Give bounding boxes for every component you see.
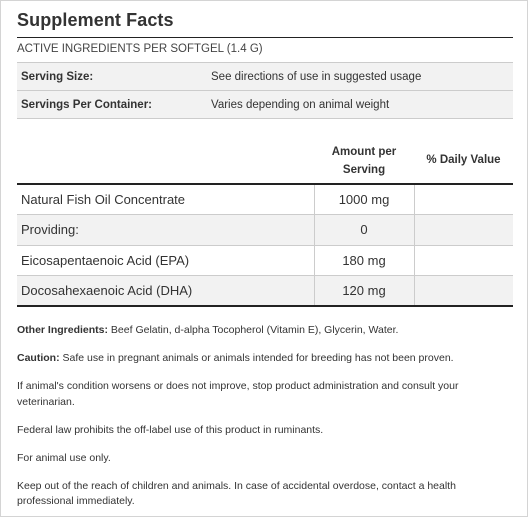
amount-per-serving-header: Amount per Serving [331,146,397,176]
table-row: Providing: 0 [17,214,513,245]
table-row: Natural Fish Oil Concentrate 1000 mg [17,184,513,215]
ingredient-daily-value [413,275,513,306]
ingredient-name: Natural Fish Oil Concentrate [21,192,186,207]
daily-value-header: % Daily Value [426,154,501,166]
ingredients-table: Natural Fish Oil Concentrate 1000 mg Pro… [17,183,513,307]
serving-info-table: Serving Size: See directions of use in s… [17,62,513,119]
other-ingredients-label: Other Ingredients: [17,324,109,336]
serving-size-value: See directions of use in suggested usage [207,62,513,91]
active-ingredients-subheading: ACTIVE INGREDIENTS PER SOFTGEL (1.4 G) [17,43,263,55]
other-ingredients-text: Beef Gelatin, d-alpha Tocopherol (Vitami… [108,324,399,336]
label-notes: Other Ingredients: Beef Gelatin, d-alpha… [17,323,513,518]
other-ingredients-note: Other Ingredients: Beef Gelatin, d-alpha… [17,323,513,339]
ingredient-amount: 1000 mg [313,184,414,215]
table-row: Eicosapentaenoic Acid (EPA) 180 mg [17,244,513,276]
ingredient-daily-value [413,244,513,276]
caution-text: Safe use in pregnant animals or animals … [59,352,454,364]
condition-warning-note: If animal's condition worsens or does no… [17,380,459,408]
ingredient-amount: 180 mg [313,244,414,276]
servings-per-container-value: Varies depending on animal weight [207,90,513,119]
federal-law-note: Federal law prohibits the off-label use … [17,423,324,436]
serving-size-label: Serving Size: [17,62,207,91]
ingredient-daily-value [413,184,513,215]
table-row: Docosahexaenoic Acid (DHA) 120 mg [17,275,513,306]
servings-per-container-row: Servings Per Container: Varies depending… [17,90,513,119]
title-divider [17,37,513,38]
ingredient-name: Eicosapentaenoic Acid (EPA) [17,244,314,276]
serving-size-row: Serving Size: See directions of use in s… [17,62,513,91]
panel-title: Supplement Facts [17,10,174,30]
caution-note: Caution: Safe use in pregnant animals or… [17,351,513,367]
ingredient-daily-value [413,214,513,245]
caution-label: Caution: [17,352,60,364]
ingredient-name: Providing: [17,214,314,245]
keep-out-of-reach-note: Keep out of the reach of children and an… [17,479,456,508]
ingredient-amount: 120 mg [313,275,414,306]
ingredient-name: Docosahexaenoic Acid (DHA) [17,275,314,306]
servings-per-container-label: Servings Per Container: [17,90,207,119]
ingredient-amount: 0 [313,214,414,245]
animal-use-note: For animal use only. [17,451,111,464]
